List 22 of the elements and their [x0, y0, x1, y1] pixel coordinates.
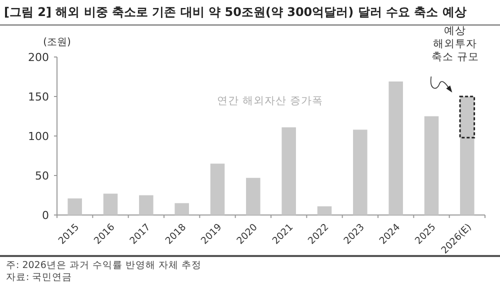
bar — [424, 116, 439, 215]
y-tick-label: 0 — [42, 209, 49, 222]
text: 자료: 국민연금 — [6, 272, 72, 283]
bar — [282, 127, 296, 215]
bar — [353, 130, 368, 215]
bar — [246, 178, 260, 215]
bar — [210, 164, 225, 215]
chart-title: [그림 2] 해외 비중 축소로 기존 대비 약 50조원(약 300억달러) 달러 수요 축소 예상 — [4, 5, 466, 19]
text: 연간 해외자산 증가폭 — [217, 95, 323, 107]
bar — [388, 81, 403, 215]
y-tick-label: 150 — [28, 90, 49, 104]
text: 예상 해외투자 축소 규모 — [431, 25, 479, 63]
y-tick-label: 100 — [28, 130, 49, 143]
bar — [103, 194, 118, 215]
bar — [317, 206, 332, 215]
bar — [139, 195, 154, 215]
y-axis-title: (조원) — [43, 37, 71, 48]
bar — [174, 203, 189, 215]
bar — [68, 198, 82, 215]
y-tick-label: 200 — [28, 51, 49, 64]
text: 주: 2026년은 과거 수익률 반영해 자체 추정 — [6, 260, 202, 271]
y-tick-label: 50 — [35, 170, 49, 182]
